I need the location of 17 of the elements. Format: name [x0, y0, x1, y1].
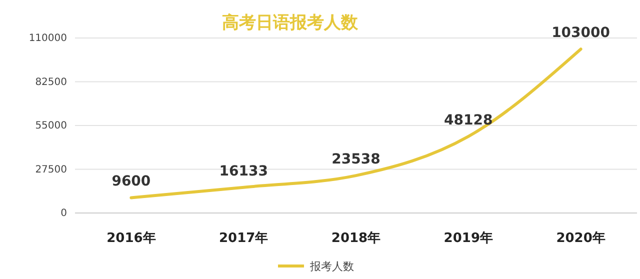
y-tick-label: 110000 [28, 33, 67, 44]
y-tick-label: 27500 [35, 164, 67, 176]
data-label: 16133 [219, 163, 268, 180]
y-tick-label: 55000 [35, 120, 67, 132]
y-tick-label: 82500 [35, 76, 67, 88]
data-label: 23538 [332, 152, 380, 168]
x-tick-label: 2018年 [331, 231, 381, 246]
x-tick-label: 2016年 [106, 231, 156, 246]
data-label: 9600 [112, 174, 151, 190]
chart-title: 高考日语报考人数 [222, 13, 359, 33]
y-tick-label: 0 [60, 208, 67, 220]
data-label: 48128 [444, 112, 493, 128]
data-label: 103000 [552, 25, 610, 42]
x-tick-label: 2017年 [219, 231, 268, 246]
x-tick-label: 2020年 [556, 231, 606, 246]
x-tick-label: 2019年 [444, 231, 493, 246]
legend-label: 报考人数 [309, 260, 354, 273]
